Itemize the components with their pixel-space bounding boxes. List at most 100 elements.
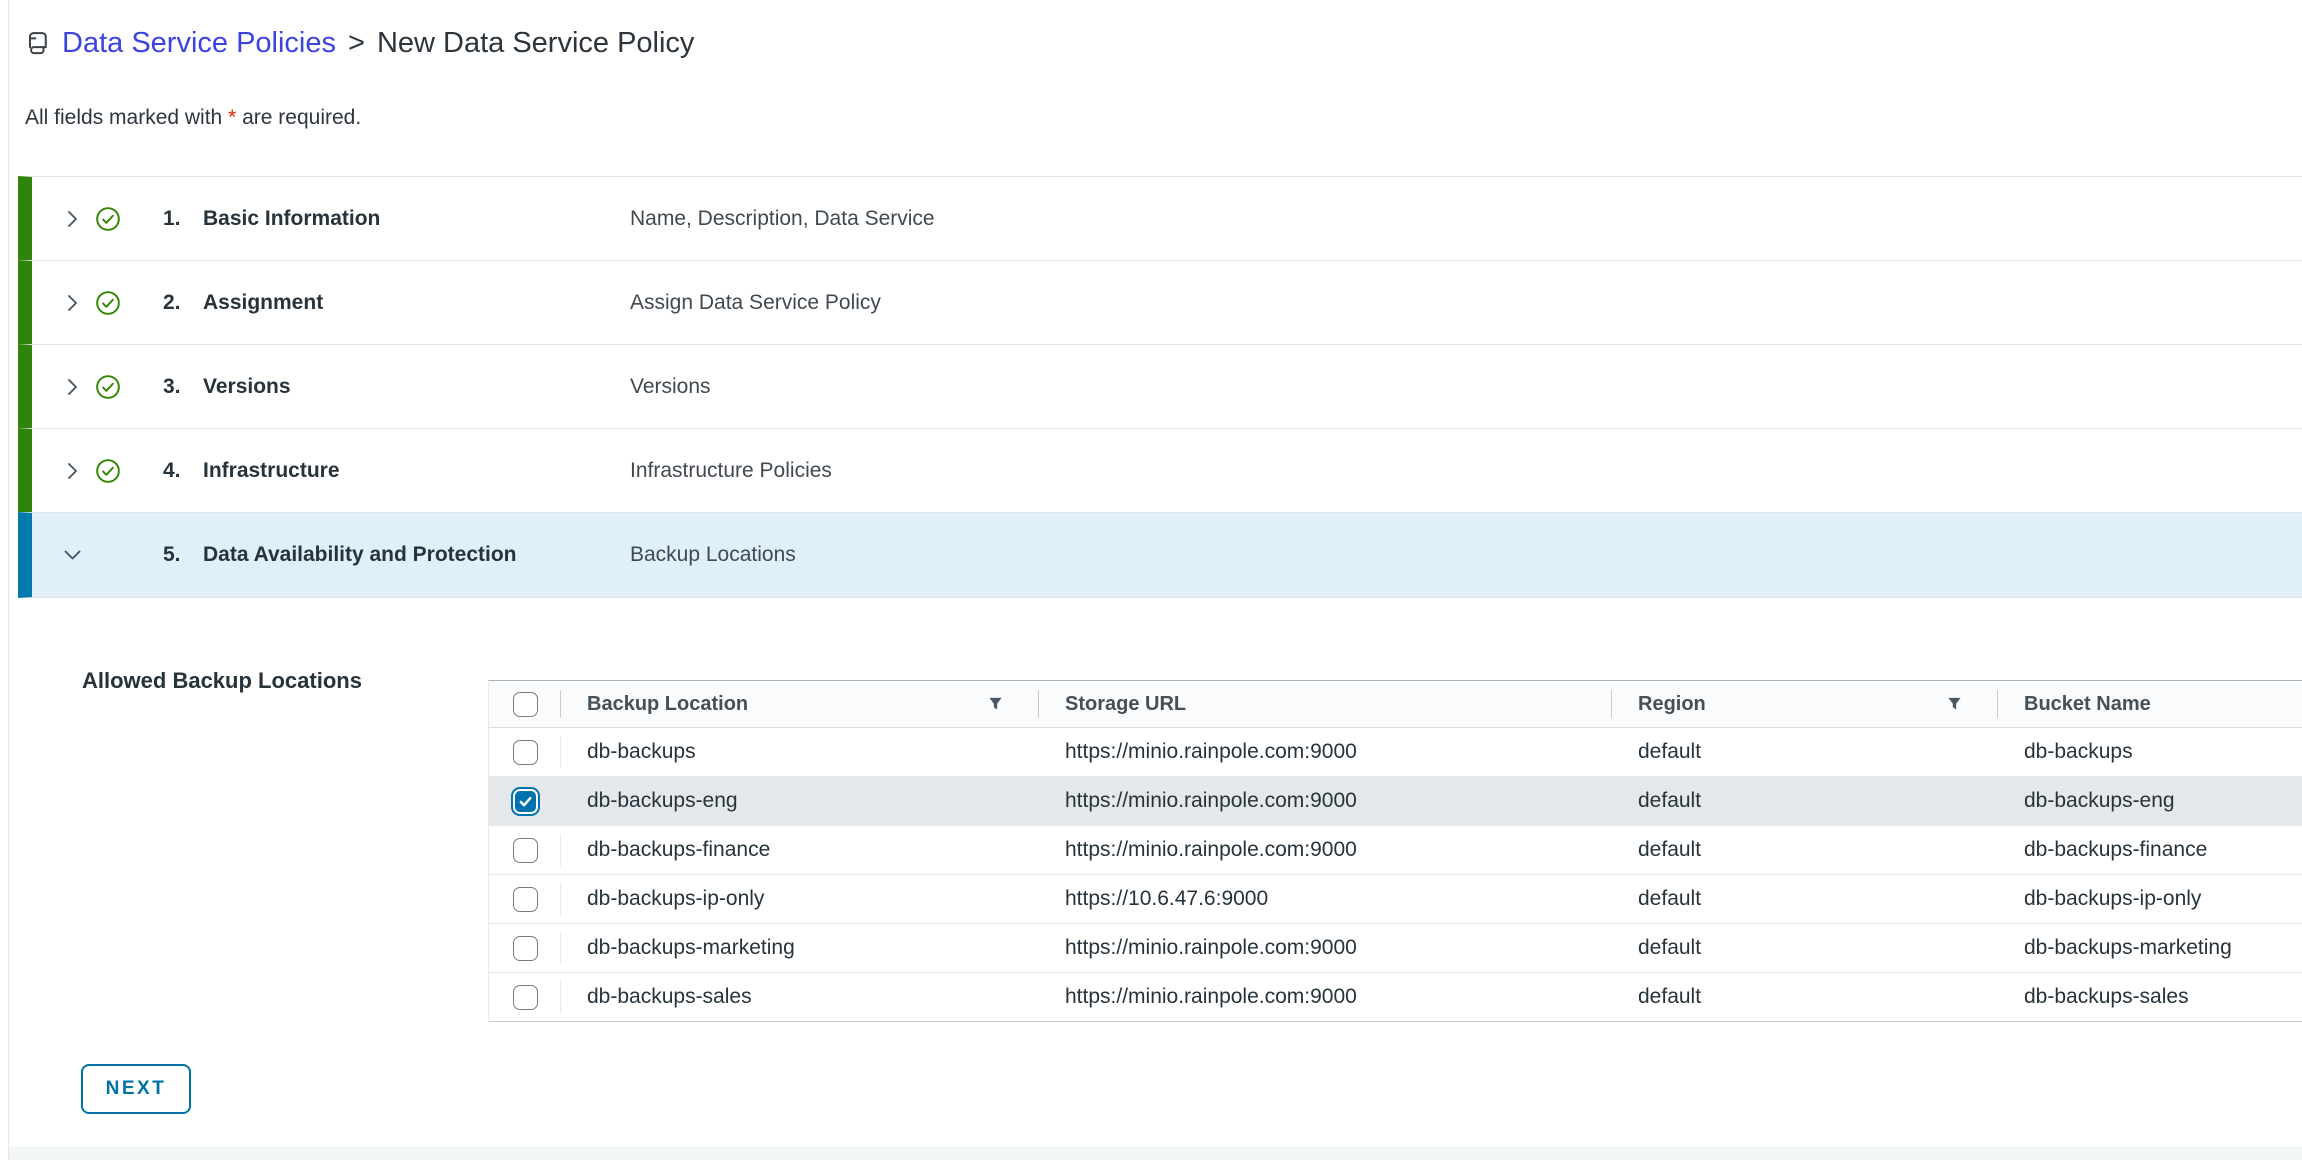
chevron-right-icon[interactable] (62, 376, 83, 397)
step-title: Basic Information (203, 206, 381, 230)
step-title: Infrastructure (203, 458, 340, 482)
step-number: 4. (163, 458, 181, 482)
step-title: Versions (203, 374, 291, 398)
region-cell: default (1638, 838, 1702, 861)
select-all-header-cell (489, 681, 561, 727)
row-checkbox[interactable] (512, 984, 538, 1010)
filter-funnel-icon[interactable] (988, 697, 1003, 712)
bucket-name-cell: db-backups-ip-only (2024, 887, 2202, 910)
table-row-db-backups-ip-only[interactable]: db-backups-ip-only https://10.6.47.6:900… (489, 875, 2302, 924)
step-2-assignment[interactable]: 2. Assignment Assign Data Service Policy (18, 260, 2302, 344)
storage-url-cell: https://10.6.47.6:9000 (1065, 887, 1269, 910)
step-5-panel: Allowed Backup Locations Backup Location… (18, 598, 2302, 1160)
step-1-basic-information[interactable]: 1. Basic Information Name, Description, … (18, 176, 2302, 260)
column-header-backup-location[interactable]: Backup Location (561, 681, 1039, 727)
backup-location-cell: db-backups-finance (587, 838, 771, 861)
breadcrumb-separator: > (348, 27, 365, 59)
column-header-label: Storage URL (1065, 692, 1187, 715)
wizard-accordion: 1. Basic Information Name, Description, … (18, 176, 2302, 598)
backup-location-cell: db-backups-sales (587, 985, 752, 1008)
row-checkbox-cell (489, 826, 561, 874)
bucket-name-cell: db-backups (2024, 740, 2133, 763)
required-note-suffix: are required. (236, 106, 362, 129)
chevron-right-icon[interactable] (62, 292, 83, 313)
storage-url-cell: https://minio.rainpole.com:9000 (1065, 936, 1357, 959)
step-number: 5. (163, 543, 181, 566)
step-title: Data Availability and Protection (203, 543, 517, 566)
storage-url-cell: https://minio.rainpole.com:9000 (1065, 789, 1357, 812)
backup-location-cell: db-backups (587, 740, 696, 763)
step-description: Versions (630, 374, 711, 398)
select-all-checkbox[interactable] (512, 691, 538, 717)
required-note-prefix: All fields marked with (25, 106, 229, 129)
datagrid-header-row: Backup Location Storage URL Region Bucke… (489, 681, 2302, 728)
required-fields-note: All fields marked with * are required. (25, 106, 361, 130)
row-checkbox-cell (489, 924, 561, 972)
next-button[interactable]: NEXT (81, 1064, 191, 1114)
breadcrumb: Data Service Policies > New Data Service… (23, 20, 694, 66)
row-checkbox[interactable] (512, 837, 538, 863)
table-row-db-backups-marketing[interactable]: db-backups-marketing https://minio.rainp… (489, 924, 2302, 973)
backup-location-cell: db-backups-marketing (587, 936, 795, 959)
page: Data Service Policies > New Data Service… (8, 0, 2302, 1160)
backup-location-cell: db-backups-eng (587, 789, 738, 812)
storage-url-cell: https://minio.rainpole.com:9000 (1065, 838, 1357, 861)
row-checkbox-cell (489, 973, 561, 1021)
chevron-right-icon[interactable] (62, 208, 83, 229)
column-header-region[interactable]: Region (1612, 681, 1998, 727)
step-5-data-availability-and-protection[interactable]: 5. Data Availability and Protection Back… (18, 512, 2302, 598)
step-number: 2. (163, 290, 181, 314)
region-cell: default (1638, 789, 1702, 812)
datagrid-table: Backup Location Storage URL Region Bucke… (488, 680, 2302, 1022)
step-3-versions[interactable]: 3. Versions Versions (18, 344, 2302, 428)
table-row-db-backups-eng[interactable]: db-backups-eng https://minio.rainpole.co… (489, 777, 2302, 826)
step-description: Assign Data Service Policy (630, 290, 881, 314)
row-checkbox-cell (489, 875, 561, 923)
step-description: Backup Locations (630, 543, 796, 566)
bucket-name-cell: db-backups-eng (2024, 789, 2175, 812)
table-row-db-backups[interactable]: db-backups https://minio.rainpole.com:90… (489, 728, 2302, 777)
step-description: Name, Description, Data Service (630, 206, 935, 230)
step-title: Assignment (203, 290, 324, 314)
page-title: New Data Service Policy (376, 27, 695, 59)
filter-funnel-icon[interactable] (1947, 697, 1962, 712)
bucket-name-cell: db-backups-finance (2024, 838, 2208, 861)
region-cell: default (1638, 936, 1702, 959)
check-circle-icon (96, 374, 120, 399)
column-header-storage-url[interactable]: Storage URL (1039, 681, 1612, 727)
storage-url-cell: https://minio.rainpole.com:9000 (1065, 985, 1357, 1008)
table-row-db-backups-sales[interactable]: db-backups-sales https://minio.rainpole.… (489, 973, 2302, 1022)
bottom-page-edge (9, 1147, 2302, 1160)
row-checkbox[interactable] (512, 886, 538, 912)
region-cell: default (1638, 985, 1702, 1008)
column-header-label: Region (1638, 692, 1706, 715)
check-circle-icon (96, 290, 120, 315)
bucket-name-cell: db-backups-marketing (2024, 936, 2232, 959)
storage-url-cell: https://minio.rainpole.com:9000 (1065, 740, 1357, 763)
column-header-bucket-name[interactable]: Bucket Name (1998, 681, 2302, 727)
step-description: Infrastructure Policies (630, 458, 832, 482)
check-circle-icon (96, 458, 120, 483)
allowed-backup-locations-label: Allowed Backup Locations (82, 668, 362, 693)
backup-locations-datagrid: Backup Location Storage URL Region Bucke… (488, 680, 2302, 1022)
chevron-down-icon[interactable] (62, 545, 83, 566)
region-cell: default (1638, 887, 1702, 910)
step-number: 3. (163, 374, 181, 398)
row-checkbox-checked[interactable] (512, 788, 538, 814)
required-asterisk: * (228, 106, 237, 129)
column-header-label: Backup Location (587, 692, 749, 715)
scroll-icon (29, 32, 47, 55)
table-row-db-backups-finance[interactable]: db-backups-finance https://minio.rainpol… (489, 826, 2302, 875)
column-header-label: Bucket Name (2024, 692, 2151, 715)
row-checkbox[interactable] (512, 739, 538, 765)
row-checkbox-cell (489, 728, 561, 776)
row-checkbox-cell (489, 777, 561, 825)
row-checkbox[interactable] (512, 935, 538, 961)
breadcrumb-link-data-service-policies[interactable]: Data Service Policies (62, 27, 336, 59)
bucket-name-cell: db-backups-sales (2024, 985, 2189, 1008)
step-4-infrastructure[interactable]: 4. Infrastructure Infrastructure Policie… (18, 428, 2302, 512)
check-circle-icon (96, 206, 120, 231)
backup-location-cell: db-backups-ip-only (587, 887, 765, 910)
step-number: 1. (163, 206, 181, 230)
chevron-right-icon[interactable] (62, 460, 83, 481)
